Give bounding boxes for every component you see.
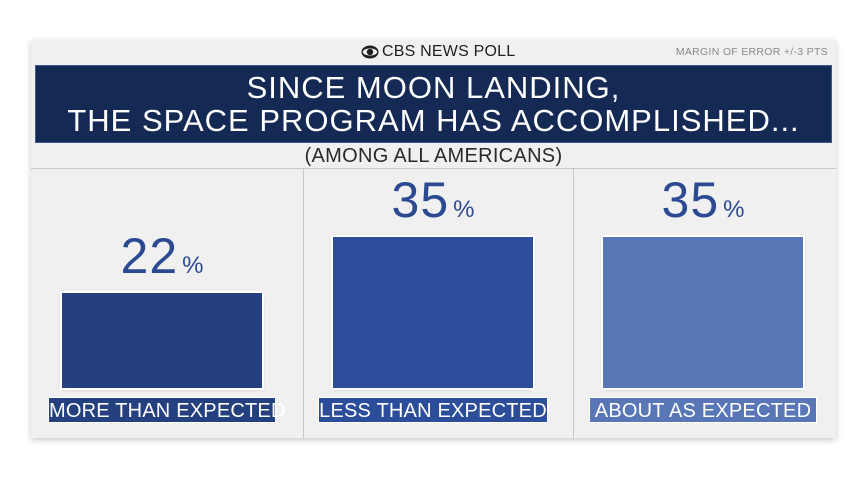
subtitle: (AMONG ALL AMERICANS) xyxy=(304,145,563,167)
brand-label: CBS NEWS POLL xyxy=(382,43,516,60)
bar-about-as-expected xyxy=(603,237,803,388)
value-number: 22 xyxy=(120,228,179,284)
panel-divider xyxy=(573,169,574,439)
category-label-less-than-expected: LESS THAN EXPECTED xyxy=(318,397,548,423)
title-line-2: THE SPACE PROGRAM HAS ACCOMPLISHED... xyxy=(67,103,800,138)
value-unit: % xyxy=(182,252,204,279)
bar-more-than-expected xyxy=(62,293,262,388)
chart-panels: 22% MORE THAN EXPECTED 35% LESS THAN EXPECT… xyxy=(31,168,836,439)
value-label-less-than-expected: 35% xyxy=(333,175,533,225)
margin-of-error: MARGIN OF ERROR +/-3 PTS xyxy=(675,46,828,58)
poll-card: CBS NEWS POLL MARGIN OF ERROR +/-3 PTS S… xyxy=(31,40,836,439)
top-bar: CBS NEWS POLL MARGIN OF ERROR +/-3 PTS xyxy=(31,40,836,64)
cbs-eye-icon xyxy=(361,45,379,59)
brand: CBS NEWS POLL xyxy=(361,42,515,62)
value-unit: % xyxy=(723,196,745,223)
panel-divider xyxy=(303,169,304,439)
title-banner: SINCE MOON LANDING, THE SPACE PROGRAM HA… xyxy=(35,65,832,143)
value-number: 35 xyxy=(661,172,720,228)
value-unit: % xyxy=(453,196,475,223)
bar-less-than-expected xyxy=(333,237,533,388)
value-number: 35 xyxy=(391,172,450,228)
value-label-more-than-expected: 22% xyxy=(62,231,262,281)
title-line-1: SINCE MOON LANDING, xyxy=(246,70,621,105)
value-label-about-as-expected: 35% xyxy=(603,175,803,225)
category-label-more-than-expected: MORE THAN EXPECTED xyxy=(48,397,285,423)
category-label-about-as-expected: ABOUT AS EXPECTED xyxy=(589,397,817,423)
